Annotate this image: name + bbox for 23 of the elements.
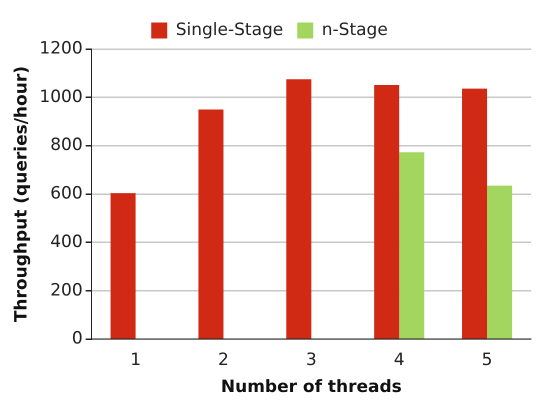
bar: [198, 109, 224, 338]
x-axis-title: Number of threads: [220, 377, 402, 398]
bar: [286, 79, 312, 338]
bar: [110, 193, 136, 338]
x-tick-label: 5: [482, 350, 492, 370]
legend-label: Single-Stage: [176, 20, 284, 40]
y-tick-label: 600: [50, 184, 83, 204]
x-tick-label: 3: [306, 350, 317, 370]
bar: [462, 88, 488, 338]
y-tick-label: 800: [50, 135, 83, 156]
x-tick-label: 2: [218, 350, 229, 370]
y-tick-label: 1200: [39, 38, 83, 58]
y-tick-label: 1000: [39, 86, 83, 107]
y-tick-label: 200: [50, 280, 83, 300]
bar: [487, 186, 512, 338]
x-tick-label: 1: [130, 350, 142, 370]
y-axis-title: Throughput (queries/hour): [12, 66, 32, 322]
bar: [374, 85, 400, 338]
y-tick-label: 0: [72, 328, 83, 349]
legend-label: n-Stage: [322, 20, 388, 40]
bar: [399, 152, 424, 338]
x-tick-label: 4: [394, 350, 405, 370]
y-tick-label: 400: [50, 232, 83, 252]
